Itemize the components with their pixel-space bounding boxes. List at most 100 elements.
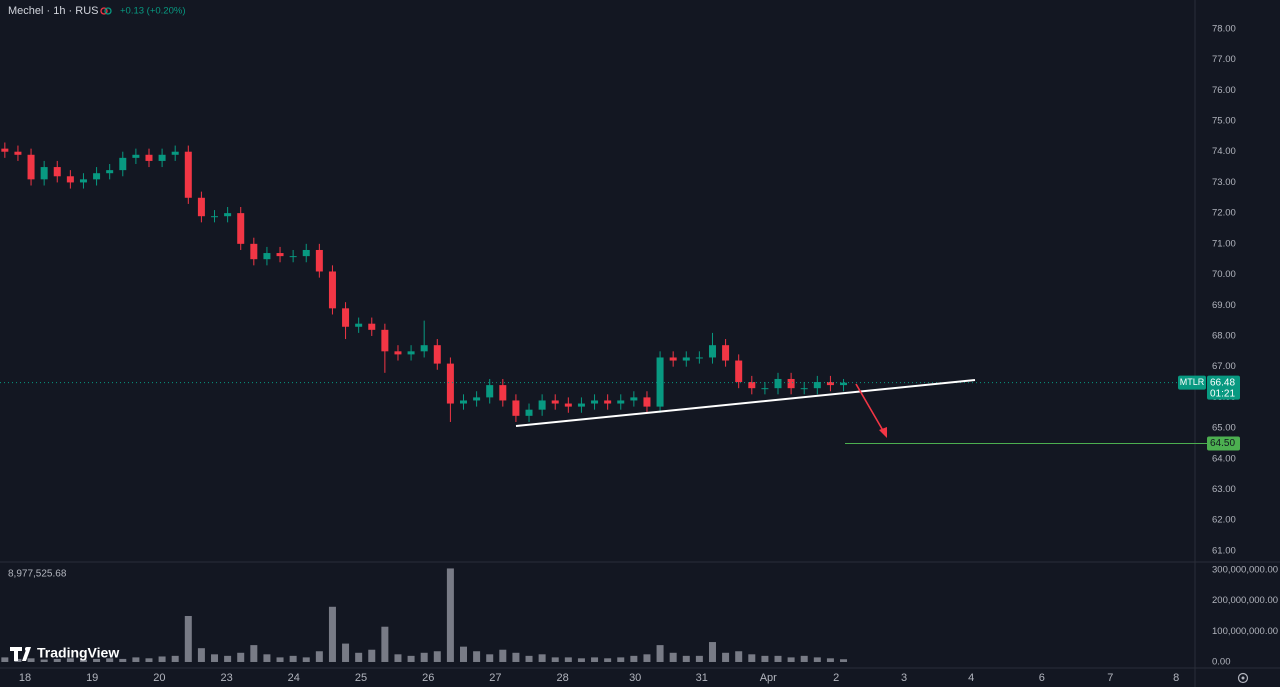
- volume-bar: [93, 658, 101, 662]
- y-tick-label: 72.00: [1212, 208, 1236, 219]
- volume-bar: [512, 652, 520, 662]
- volume-bar: [119, 658, 127, 662]
- volume-bar: [774, 655, 782, 662]
- candle-body: [630, 397, 638, 401]
- candle-body: [800, 388, 808, 390]
- volume-bar: [250, 645, 258, 662]
- candle-body: [459, 400, 467, 404]
- candle-body: [381, 329, 389, 352]
- candle-body: [656, 357, 664, 407]
- y-tick-label: 0.00: [1212, 657, 1231, 668]
- candle-body: [66, 176, 74, 183]
- volume-bar: [564, 657, 572, 662]
- candle-body: [512, 400, 520, 416]
- x-tick-label: 27: [489, 672, 501, 684]
- volume-bar: [171, 655, 179, 662]
- volume-bar: [669, 652, 677, 662]
- candle-body: [617, 400, 625, 404]
- x-tick-label: 25: [355, 672, 367, 684]
- candle-body: [132, 154, 140, 158]
- settings-gear[interactable]: [1237, 672, 1249, 684]
- y-tick-label: 61.00: [1212, 545, 1236, 556]
- candle-body: [237, 213, 245, 244]
- volume-bar: [499, 649, 507, 662]
- volume-bar: [106, 658, 114, 662]
- candle-body: [643, 397, 651, 407]
- candle-body: [564, 403, 572, 407]
- volume-bar: [342, 643, 350, 662]
- volume-bar: [158, 656, 166, 662]
- candle-body: [315, 249, 323, 272]
- volume-bar: [53, 658, 61, 662]
- candle-body: [119, 157, 127, 171]
- volume-bar: [40, 659, 48, 662]
- x-tick-label: 2: [833, 672, 839, 684]
- candle-body: [669, 357, 677, 361]
- settings-icon[interactable]: [1237, 672, 1249, 684]
- candle-body: [289, 256, 297, 258]
- candle-body: [1, 148, 9, 152]
- candle-body: [682, 357, 690, 361]
- y-tick-label: 65.00: [1212, 423, 1236, 434]
- arrow-shaft: [855, 383, 886, 435]
- y-tick-label: 63.00: [1212, 484, 1236, 495]
- candle-body: [525, 409, 533, 416]
- candle-body: [538, 400, 546, 410]
- volume-bar: [813, 657, 821, 662]
- x-tick-label: 28: [556, 672, 568, 684]
- y-tick-label: 200,000,000.00: [1212, 595, 1278, 606]
- volume-bar: [145, 658, 153, 662]
- candle-body: [263, 253, 271, 260]
- volume-bar: [328, 606, 336, 662]
- candle-body: [577, 403, 585, 407]
- candle-body: [499, 385, 507, 401]
- volume-bar: [407, 655, 415, 662]
- candle-body: [486, 385, 494, 398]
- candle-body: [761, 388, 769, 390]
- candle-body: [93, 173, 101, 180]
- volume-bar: [394, 654, 402, 662]
- x-tick-label: 31: [696, 672, 708, 684]
- volume-bar: [211, 654, 219, 662]
- current-volume-label: 8,977,525.68: [8, 569, 67, 580]
- y-tick-label: 74.00: [1212, 146, 1236, 157]
- volume-bar: [237, 652, 245, 662]
- x-tick-label: 7: [1107, 672, 1113, 684]
- volume-bar: [722, 652, 730, 662]
- volume-bar: [695, 655, 703, 662]
- volume-bar: [420, 652, 428, 662]
- volume-bar: [315, 651, 323, 662]
- candle-body: [342, 308, 350, 327]
- x-tick-label: 26: [422, 672, 434, 684]
- volume-bar: [630, 655, 638, 662]
- volume-bar: [643, 654, 651, 662]
- candle-body: [250, 243, 258, 260]
- volume-bar: [551, 657, 559, 662]
- volume-bar: [459, 646, 467, 662]
- volume-bar: [302, 657, 310, 662]
- candle-body: [40, 167, 48, 180]
- settings-gear-center[interactable]: [1241, 676, 1245, 680]
- candle-body: [433, 345, 441, 364]
- x-tick-label: 20: [153, 672, 165, 684]
- volume-bar: [224, 655, 232, 662]
- x-tick-label: 3: [901, 672, 907, 684]
- volume-bar: [355, 652, 363, 662]
- volume-bar: [708, 642, 716, 662]
- candle-body: [813, 382, 821, 389]
- y-tick-label: 76.00: [1212, 85, 1236, 96]
- candle-body: [328, 271, 336, 309]
- x-tick-label: 19: [86, 672, 98, 684]
- x-tick-label: 23: [220, 672, 232, 684]
- target-label: 64.50: [1210, 438, 1235, 449]
- y-tick-label: 68.00: [1212, 330, 1236, 341]
- candle-body: [79, 179, 87, 183]
- volume-bar: [604, 658, 612, 662]
- x-tick-label: 8: [1173, 672, 1179, 684]
- y-tick-label: 69.00: [1212, 300, 1236, 311]
- volume-bar: [525, 655, 533, 662]
- volume-bar: [184, 615, 192, 662]
- volume-bar: [197, 648, 205, 662]
- candle-body: [211, 216, 219, 218]
